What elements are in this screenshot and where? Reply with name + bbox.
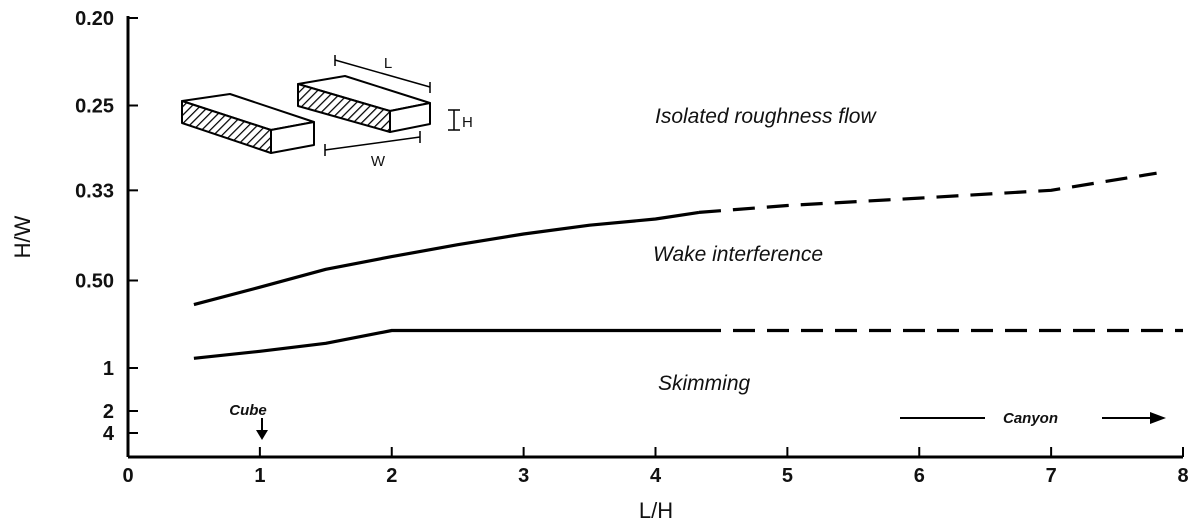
y-tick-label: 0.25 (75, 96, 114, 118)
y-tick-labels: 0.20 0.25 0.33 0.50 1 24 (75, 8, 115, 445)
tick-marks (127, 17, 1184, 457)
length-dimension (334, 55, 431, 93)
height-label: H (462, 114, 473, 131)
series-line-3-solid (193, 328, 699, 360)
right-block (297, 75, 431, 133)
axes (126, 16, 1183, 459)
cube-label: Cube (229, 402, 267, 419)
y-tick-label: 0.50 (75, 271, 114, 293)
canyon-label: Canyon (1003, 410, 1058, 427)
x-axis-title: L/H (639, 498, 673, 523)
x-tick-label: 7 (1046, 465, 1057, 487)
y-tick-label: 4 (103, 423, 115, 445)
x-tick-label: 0 (122, 465, 133, 487)
y-tick-label: 2 (103, 401, 114, 423)
canyon-arrow-head (1150, 412, 1166, 424)
length-label: L (384, 55, 392, 72)
canyon-annotation: Canyon (900, 410, 1166, 427)
spacing-dimension (324, 131, 421, 156)
cube-arrow-head (256, 430, 268, 440)
series-layer (193, 171, 1183, 360)
wake-interference-label: Wake interference (653, 243, 823, 266)
cube-arrow (256, 418, 268, 440)
building-blocks-diagram (181, 55, 460, 156)
x-tick-label: 5 (782, 465, 793, 487)
y-tick-label: 1 (103, 358, 114, 380)
x-tick-label: 2 (386, 465, 397, 487)
length-dim-line (334, 59, 431, 88)
spacing-label: W (371, 153, 386, 170)
left-block-end-face (270, 121, 315, 154)
isolated-roughness-label: Isolated roughness flow (655, 105, 877, 128)
height-dimension (448, 109, 460, 131)
y-tick-label: 0.33 (75, 180, 114, 202)
y-axis-title: H/W (10, 215, 35, 258)
x-tick-label: 4 (650, 465, 662, 487)
y-tick-label: 0.20 (75, 8, 114, 30)
x-tick-label: 6 (914, 465, 925, 487)
left-block (181, 93, 315, 154)
right-block-end-face (389, 102, 431, 133)
series-line-1-solid (193, 210, 700, 307)
series-line-2-dashed (698, 171, 1157, 214)
x-tick-label: 1 (254, 465, 265, 487)
x-tick-labels: 0 1 2 3 4 5 6 7 8 (122, 465, 1188, 487)
skimming-label: Skimming (658, 372, 751, 395)
x-tick-label: 8 (1177, 465, 1188, 487)
x-tick-label: 3 (518, 465, 529, 487)
spacing-dim-line (324, 136, 421, 151)
